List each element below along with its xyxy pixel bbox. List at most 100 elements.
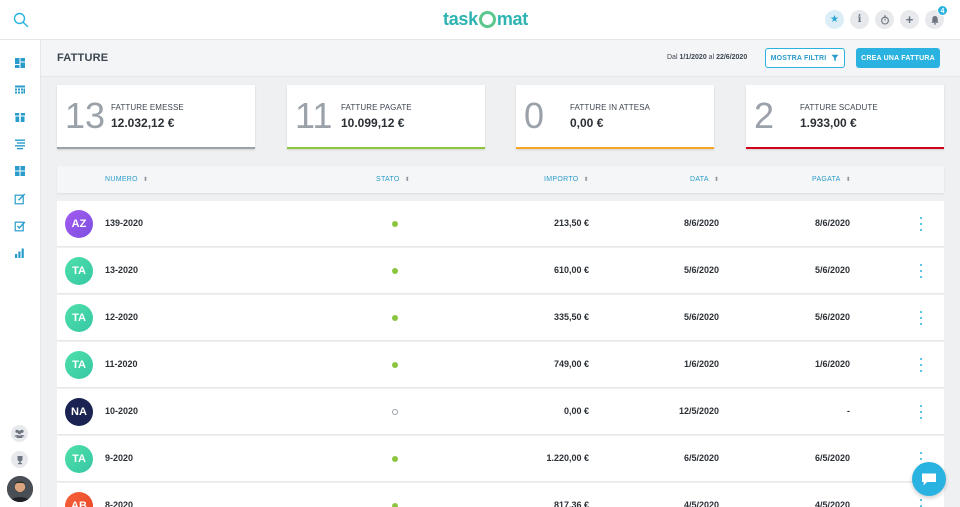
tasks-icon[interactable] — [14, 137, 26, 150]
column-numero[interactable]: NUMERO ⬍ — [105, 176, 149, 183]
create-invoice-button[interactable]: CREA UNA FATTURA — [856, 48, 940, 68]
invoice-number[interactable]: 8-2020 — [105, 500, 134, 507]
table-row[interactable]: TA 12-2020 335,50 € 5/6/2020 5/6/2020 — [57, 295, 944, 341]
info-icon[interactable]: i — [850, 10, 869, 29]
table-header: NUMERO ⬍ STATO ⬍ IMPORTO ⬍ DATA ⬍ PAGATA ⬍ — [57, 166, 944, 193]
stat-label: FATTURE PAGATE — [341, 103, 412, 112]
stat-card[interactable]: 0 FATTURE IN ATTESA 0,00 € — [516, 85, 714, 149]
table-row[interactable]: TA 11-2020 749,00 € 1/6/2020 1/6/2020 — [57, 342, 944, 388]
invoices-icon[interactable] — [14, 192, 26, 205]
status-dot — [392, 221, 398, 227]
status-dot — [392, 409, 398, 415]
invoice-amount: 610,00 € — [553, 265, 589, 275]
stat-color-bar — [287, 147, 485, 149]
table-row[interactable]: TA 9-2020 1.220,00 € 6/5/2020 6/5/2020 — [57, 436, 944, 482]
app-logo[interactable]: task mat — [443, 9, 528, 29]
star-icon[interactable]: ★ — [825, 10, 844, 29]
invoice-number[interactable]: 139-2020 — [105, 218, 144, 228]
status-dot — [392, 315, 398, 321]
column-stato[interactable]: STATO ⬍ — [376, 176, 410, 183]
invoice-amount: 0,00 € — [563, 406, 589, 416]
invoice-date: 6/5/2020 — [683, 453, 719, 463]
invoice-paid-date: 5/6/2020 — [814, 312, 850, 322]
page-title: FATTURE — [57, 52, 109, 64]
stat-amount: 10.099,12 € — [341, 116, 405, 130]
invoice-amount: 1.220,00 € — [546, 453, 589, 463]
trophy-icon[interactable] — [11, 451, 28, 468]
client-avatar: TA — [65, 304, 93, 332]
stat-color-bar — [57, 147, 255, 149]
invoice-number[interactable]: 12-2020 — [105, 312, 139, 322]
sort-icon: ⬍ — [142, 177, 149, 183]
logo-ring-icon — [478, 11, 496, 28]
client-avatar: NA — [65, 398, 93, 426]
invoice-number[interactable]: 11-2020 — [105, 359, 138, 369]
invoice-date: 8/6/2020 — [683, 218, 719, 228]
bell-icon[interactable]: 4 — [925, 5, 948, 29]
checklist-icon[interactable] — [14, 219, 26, 232]
client-avatar: AB — [65, 492, 93, 507]
column-pagata[interactable]: PAGATA ⬍ — [812, 176, 851, 183]
row-menu-icon[interactable] — [918, 264, 924, 278]
invoice-date: 5/6/2020 — [683, 265, 719, 275]
plus-icon[interactable]: + — [900, 10, 919, 29]
column-data[interactable]: DATA ⬍ — [690, 176, 720, 183]
table-row[interactable]: NA 10-2020 0,00 € 12/5/2020 - — [57, 389, 944, 435]
filter-icon — [831, 54, 839, 62]
search-icon[interactable] — [12, 11, 30, 29]
user-avatar[interactable] — [7, 476, 33, 502]
table-row[interactable]: AB 8-2020 817,36 € 4/5/2020 4/5/2020 — [57, 483, 944, 507]
client-avatar: AZ — [65, 210, 93, 238]
invoice-date: 1/6/2020 — [683, 359, 719, 369]
row-menu-icon[interactable] — [918, 311, 924, 325]
table-row[interactable]: TA 13-2020 610,00 € 5/6/2020 5/6/2020 — [57, 248, 944, 294]
invoice-paid-date: 6/5/2020 — [814, 453, 850, 463]
stat-amount: 0,00 € — [570, 116, 604, 130]
calendar-icon[interactable] — [14, 83, 26, 95]
status-dot — [392, 456, 398, 462]
invoice-date: 4/5/2020 — [683, 500, 719, 507]
team-icon[interactable] — [11, 425, 28, 442]
status-dot — [392, 268, 398, 274]
row-menu-icon[interactable] — [918, 499, 924, 507]
top-actions: ★ i + 4 — [825, 5, 948, 29]
stat-count: 2 — [754, 95, 775, 136]
row-menu-icon[interactable] — [918, 217, 924, 231]
sort-icon: ⬍ — [845, 177, 851, 183]
sort-icon: ⬍ — [713, 177, 720, 183]
chat-icon — [922, 473, 936, 485]
invoice-number[interactable]: 13-2020 — [105, 265, 139, 275]
column-importo[interactable]: IMPORTO ⬍ — [544, 176, 589, 183]
top-bar: task mat ★ i + 4 — [0, 0, 960, 40]
chat-button[interactable] — [912, 462, 946, 496]
modules-icon[interactable] — [14, 164, 26, 176]
invoice-paid-date: 4/5/2020 — [814, 500, 850, 507]
dashboard-icon[interactable] — [14, 56, 26, 68]
notification-badge: 4 — [937, 5, 948, 16]
stat-count: 0 — [524, 95, 545, 136]
stat-card[interactable]: 11 FATTURE PAGATE 10.099,12 € — [287, 85, 485, 149]
stat-card[interactable]: 13 FATTURE EMESSE 12.032,12 € — [57, 85, 255, 149]
stat-card[interactable]: 2 FATTURE SCADUTE 1.933,00 € — [746, 85, 944, 149]
stat-label: FATTURE EMESSE — [111, 103, 184, 112]
sort-icon: ⬍ — [583, 177, 589, 183]
invoice-number[interactable]: 9-2020 — [105, 453, 134, 463]
invoice-date: 5/6/2020 — [683, 312, 719, 322]
row-menu-icon[interactable] — [918, 405, 924, 419]
page-header: FATTURE Dal 1/1/2020 al 22/6/2020 MOSTRA… — [41, 40, 960, 77]
table-row[interactable]: AZ 139-2020 213,50 € 8/6/2020 8/6/2020 — [57, 201, 944, 247]
stat-count: 11 — [295, 95, 333, 136]
status-dot — [392, 362, 398, 368]
projects-icon[interactable] — [14, 110, 26, 122]
invoice-amount: 817,36 € — [553, 500, 589, 507]
date-range: Dal 1/1/2020 al 22/6/2020 — [667, 54, 748, 61]
invoice-paid-date: 8/6/2020 — [814, 218, 850, 228]
invoice-amount: 335,50 € — [553, 312, 589, 322]
row-menu-icon[interactable] — [918, 358, 924, 372]
stat-color-bar — [746, 147, 944, 149]
reports-icon[interactable] — [14, 246, 26, 258]
timer-icon[interactable] — [875, 10, 894, 29]
invoice-number[interactable]: 10-2020 — [105, 406, 139, 416]
stat-label: FATTURE SCADUTE — [800, 103, 878, 112]
show-filters-button[interactable]: MOSTRA FILTRI — [765, 48, 845, 68]
